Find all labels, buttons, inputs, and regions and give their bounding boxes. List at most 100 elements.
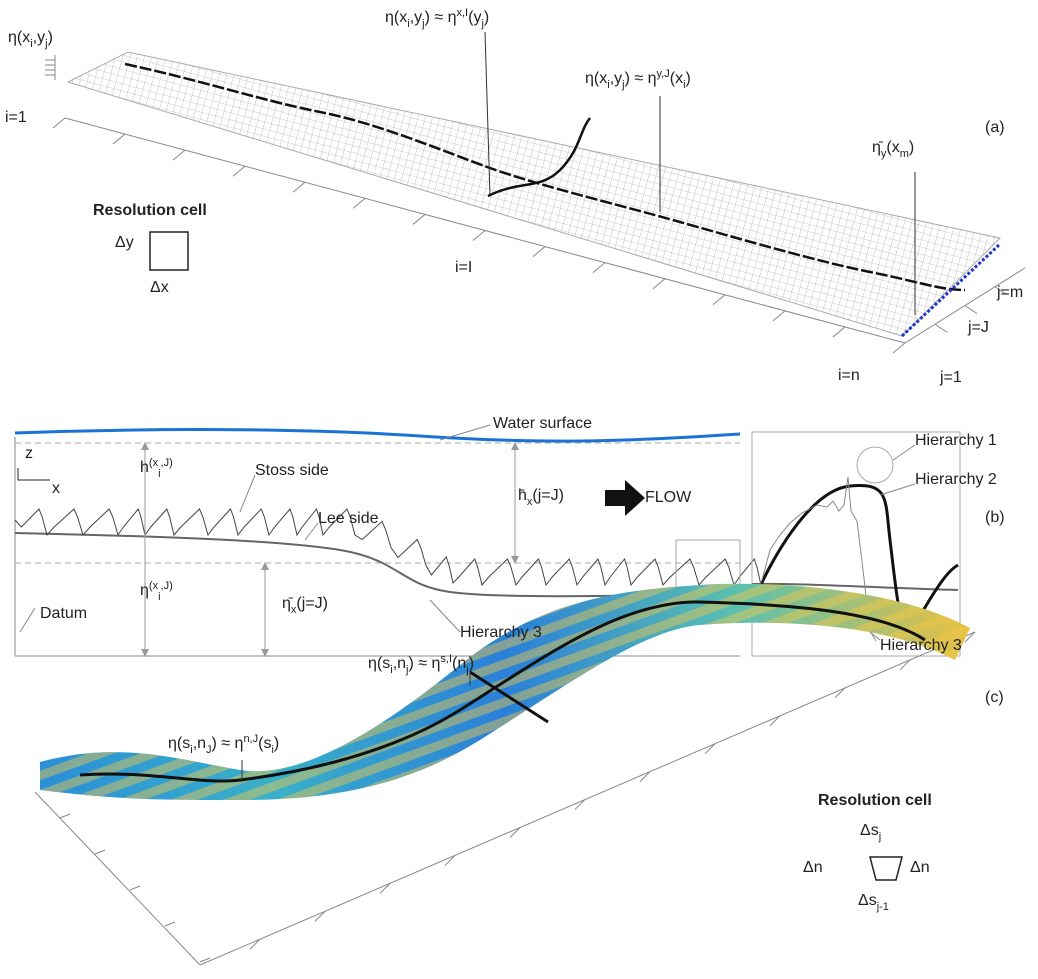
water-surface <box>14 428 741 443</box>
label-part: i <box>390 664 392 676</box>
label: η(xi,yj) ≈ ηy,J(xi) <box>585 68 691 91</box>
label-part: ) <box>909 139 914 156</box>
label-part: (j=J) <box>532 487 564 504</box>
label-part: (n <box>452 655 466 672</box>
label-part: j <box>465 664 468 676</box>
panel-b <box>14 424 961 657</box>
tick <box>314 910 326 922</box>
tick <box>704 743 716 755</box>
bed-profile <box>14 507 762 587</box>
label: η(xi,J) <box>140 580 173 603</box>
inset-h3 <box>751 582 959 591</box>
label: Resolution cell <box>818 792 932 809</box>
label: η(si,nj) ≈ ηs,I(nj) <box>368 653 474 676</box>
flow-arrow <box>605 480 645 516</box>
label-part: y,J <box>657 68 670 80</box>
tick <box>292 181 306 193</box>
resolution-cell <box>869 856 903 881</box>
tick <box>832 326 846 338</box>
label-part: ,y <box>410 9 422 26</box>
label-part: i=1 <box>5 109 27 126</box>
ticks <box>45 59 1008 354</box>
tick <box>712 294 726 306</box>
label-part: ) ≈ η <box>625 70 657 87</box>
label-part: i <box>158 591 160 603</box>
label-part: i=n <box>838 367 860 384</box>
label: Δn <box>910 859 930 876</box>
label: η(xi,yj) ≈ ηx,I(yj) <box>385 7 489 30</box>
label: FLOW <box>645 489 692 506</box>
centerline <box>79 600 926 783</box>
label-part: h̄ <box>518 487 527 504</box>
label-part: Δy <box>115 234 134 251</box>
label-part: ) ≈ η <box>212 735 244 752</box>
label: Hierarchy 3 <box>460 624 542 641</box>
label: Hierarchy 1 <box>915 432 997 449</box>
label: i=1 <box>5 109 27 126</box>
label: η̄y(xm) <box>872 139 914 160</box>
label-part: i <box>190 744 192 756</box>
label-part: j <box>44 38 47 50</box>
label-part: j-1 <box>876 901 889 913</box>
label: x <box>52 480 60 497</box>
tick <box>59 813 71 819</box>
label-part: j <box>621 79 624 91</box>
label-part: s,I <box>440 653 452 665</box>
label: i=I <box>455 259 472 276</box>
tick <box>592 262 606 274</box>
label-part: Resolution cell <box>93 202 207 219</box>
label-part: (x <box>149 580 159 592</box>
label: Δsj-1 <box>858 892 889 913</box>
label-part: η(s <box>368 655 390 672</box>
tick <box>994 286 1008 296</box>
label-part: Hierarchy 1 <box>915 432 997 449</box>
label: h̄x(j=J) <box>518 487 564 508</box>
inset <box>751 431 961 657</box>
label-part: i <box>683 79 685 91</box>
label: Hierarchy 3 <box>880 637 962 654</box>
tick <box>769 715 781 727</box>
label-part: Δn <box>910 859 930 876</box>
label-part: i <box>407 18 409 30</box>
tick <box>199 957 211 963</box>
label-part: ,J) <box>161 457 173 469</box>
label-part: η̄ <box>282 595 294 612</box>
tick <box>899 659 911 671</box>
tick <box>574 799 586 810</box>
label-part: (j=J) <box>296 595 328 612</box>
callout-circle <box>856 446 894 484</box>
label: j=m <box>996 284 1023 301</box>
label-part: i <box>30 38 32 50</box>
floor <box>34 631 976 966</box>
label-part: (x <box>886 139 899 156</box>
tick <box>172 149 186 161</box>
label: Δn <box>803 859 823 876</box>
label-part: ) <box>484 9 489 26</box>
panel-c <box>34 583 976 966</box>
label-part: J <box>206 744 212 756</box>
label-part: h <box>140 459 149 476</box>
label-part: x <box>52 480 60 497</box>
label-part: FLOW <box>645 489 692 506</box>
label: (a) <box>985 119 1005 136</box>
mesh-surface <box>66 51 1002 337</box>
label-part: Datum <box>40 605 87 622</box>
label-part: i=I <box>455 259 472 276</box>
label-part: i <box>158 468 160 480</box>
tick <box>934 323 948 333</box>
label: j=1 <box>939 369 962 386</box>
label: η̄x(j=J) <box>282 595 328 616</box>
tick <box>532 246 546 257</box>
label: Stoss side <box>255 462 329 479</box>
tick <box>639 771 651 782</box>
tick <box>892 342 906 354</box>
label: Water surface <box>493 415 592 432</box>
label-part: Hierarchy 3 <box>460 624 542 641</box>
label-part: j=m <box>996 284 1023 301</box>
cross-line <box>469 670 549 724</box>
panel-a <box>45 31 1026 354</box>
label: η(si,nJ) ≈ ηn,J(si) <box>168 733 279 756</box>
label-part: Stoss side <box>255 462 329 479</box>
